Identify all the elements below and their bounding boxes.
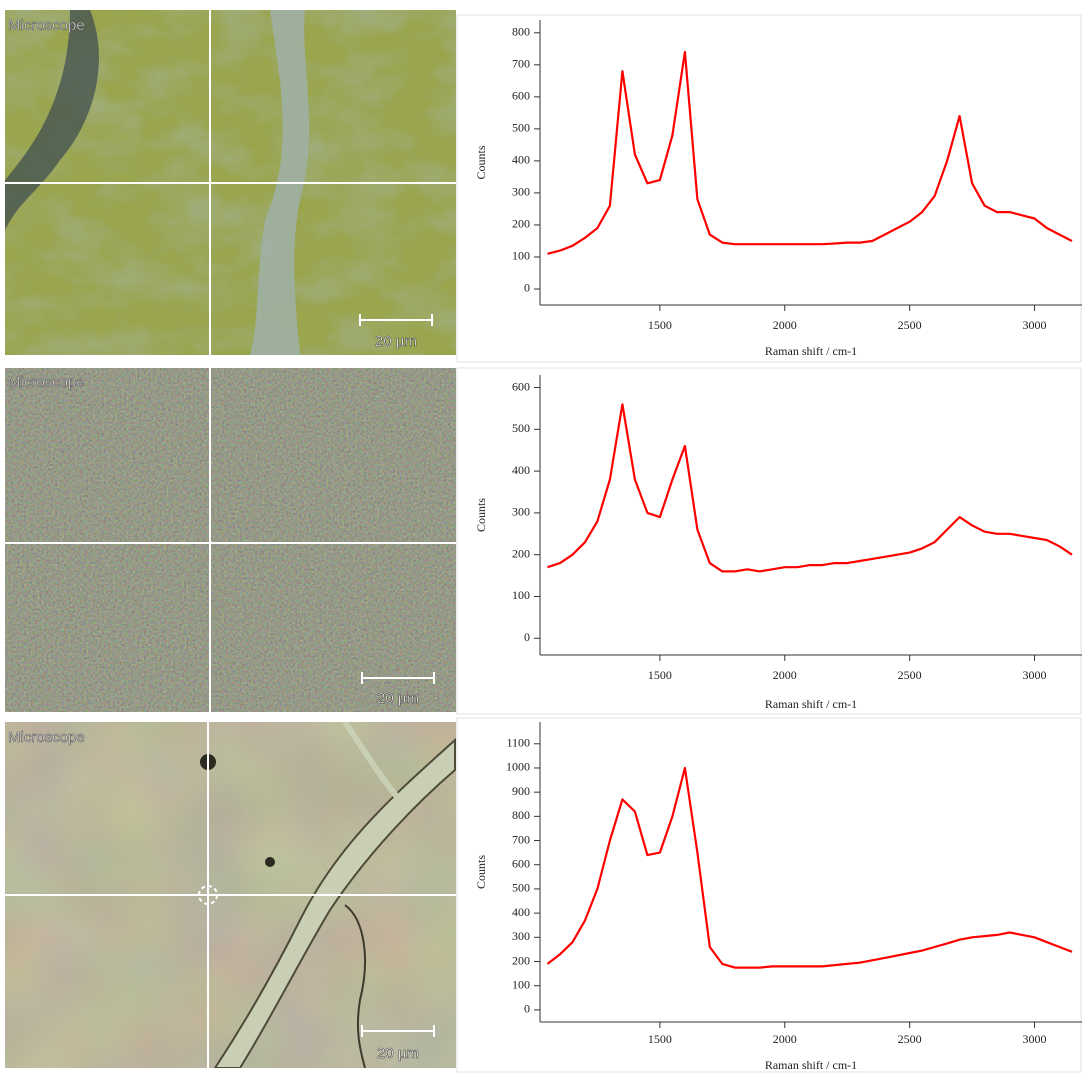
x-axis-label: Raman shift / cm-1	[765, 344, 857, 358]
image-label: Microscope	[8, 374, 85, 391]
y-tick-label: 400	[512, 153, 530, 167]
y-tick-label: 900	[512, 784, 530, 798]
y-tick-label: 1000	[506, 760, 530, 774]
y-tick-label: 800	[512, 808, 530, 822]
image-label: Microscope	[8, 17, 85, 34]
y-axis-label: Counts	[474, 145, 488, 179]
x-tick-label: 1500	[648, 318, 672, 332]
y-tick-label: 200	[512, 546, 530, 560]
y-axis-label: Counts	[474, 855, 488, 889]
chart-frame	[457, 718, 1081, 1072]
scale-label: 20 µm	[375, 333, 417, 350]
y-tick-label: 300	[512, 185, 530, 199]
spectrum-line	[548, 404, 1073, 571]
y-tick-label: 300	[512, 929, 530, 943]
x-tick-label: 2500	[898, 318, 922, 332]
y-tick-label: 500	[512, 121, 530, 135]
y-tick-label: 200	[512, 217, 530, 231]
y-tick-label: 600	[512, 89, 530, 103]
y-tick-label: 1100	[506, 736, 530, 750]
x-tick-label: 2000	[773, 318, 797, 332]
y-tick-label: 0	[524, 1002, 530, 1016]
y-tick-label: 400	[512, 463, 530, 477]
x-tick-label: 1500	[648, 668, 672, 682]
image-label: Microscope	[8, 729, 85, 746]
y-tick-label: 600	[512, 856, 530, 870]
y-tick-label: 100	[512, 249, 530, 263]
x-tick-label: 2000	[773, 1032, 797, 1046]
spectrum-line	[548, 52, 1073, 254]
microscope-image	[5, 368, 456, 712]
x-tick-label: 2000	[773, 668, 797, 682]
chart-frame	[457, 368, 1081, 714]
x-tick-label: 3000	[1023, 1032, 1047, 1046]
y-tick-label: 300	[512, 505, 530, 519]
x-tick-label: 2500	[898, 1032, 922, 1046]
x-tick-label: 3000	[1023, 668, 1047, 682]
y-tick-label: 0	[524, 281, 530, 295]
spectrum-line	[548, 768, 1073, 968]
x-axis-label: Raman shift / cm-1	[765, 697, 857, 711]
y-tick-label: 100	[512, 588, 530, 602]
y-tick-label: 0	[524, 630, 530, 644]
chart-frame	[457, 15, 1081, 362]
x-tick-label: 1500	[648, 1032, 672, 1046]
y-axis-label: Counts	[474, 498, 488, 532]
x-axis-label: Raman shift / cm-1	[765, 1058, 857, 1072]
y-tick-label: 800	[512, 25, 530, 39]
x-tick-label: 2500	[898, 668, 922, 682]
y-tick-label: 100	[512, 977, 530, 991]
y-tick-label: 500	[512, 421, 530, 435]
scale-label: 20 µm	[377, 1045, 419, 1062]
scale-label: 20 µm	[377, 690, 419, 707]
y-tick-label: 700	[512, 57, 530, 71]
y-tick-label: 400	[512, 905, 530, 919]
figure: Microscope Microscope Microscope 20 µm 2…	[0, 0, 1082, 1074]
y-tick-label: 700	[512, 832, 530, 846]
y-tick-label: 200	[512, 953, 530, 967]
y-tick-label: 500	[512, 881, 530, 895]
x-tick-label: 3000	[1023, 318, 1047, 332]
y-tick-label: 600	[512, 379, 530, 393]
